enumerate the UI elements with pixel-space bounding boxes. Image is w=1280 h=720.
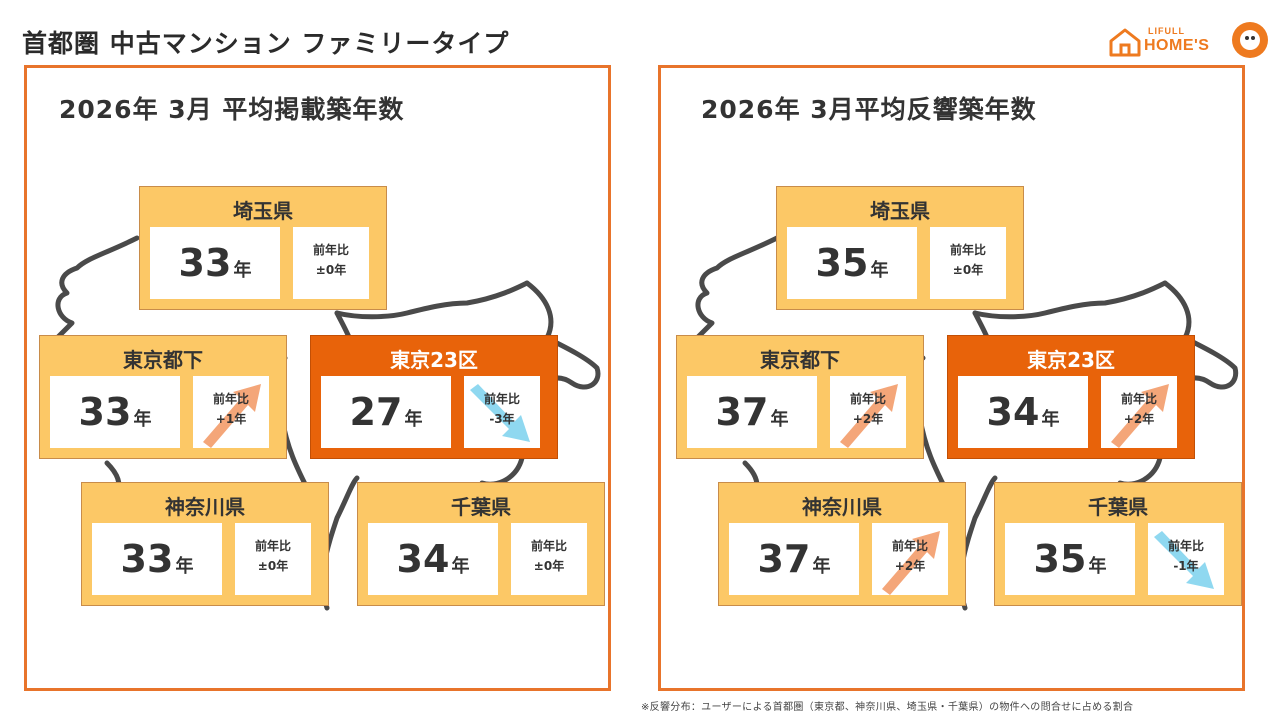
- value-unit: 年: [1088, 556, 1107, 577]
- change-label: 前年比: [530, 539, 567, 553]
- value-box: 37 年: [729, 523, 859, 595]
- house-icon: [1109, 28, 1141, 57]
- value-box: 33 年: [150, 227, 280, 299]
- panel-response-age: 2026年 3月平均反響築年数 埼玉県 35 年 前年比 ±0年 東京都下 37 年…: [658, 65, 1245, 691]
- panel-title: 2026年 3月平均反響築年数: [701, 95, 1037, 124]
- change-box: 前年比 ±0年: [235, 523, 311, 595]
- card-chiba: 千葉県 34 年 前年比 ±0年: [357, 482, 605, 606]
- value-unit: 年: [870, 260, 889, 281]
- value-unit: 年: [133, 409, 152, 430]
- card-kanagawa: 神奈川県 37 年 前年比 +2年: [718, 482, 966, 606]
- card-saitama: 埼玉県 33 年 前年比 ±0年: [139, 186, 387, 310]
- value-box: 34 年: [958, 376, 1088, 448]
- change-box: 前年比 -1年: [1148, 523, 1224, 595]
- card-name: 神奈川県: [802, 495, 882, 519]
- value-number: 33: [120, 537, 174, 581]
- change-value: +2年: [852, 412, 884, 426]
- card-name: 埼玉県: [233, 199, 293, 223]
- change-value: ±0年: [315, 263, 347, 277]
- value-unit: 年: [451, 556, 470, 577]
- change-label: 前年比: [849, 392, 886, 406]
- card-tokyo-23ku: 東京23区 27 年 前年比 -3年: [310, 335, 558, 459]
- value-box: 33 年: [50, 376, 180, 448]
- change-value: ±0年: [533, 559, 565, 573]
- card-name: 東京23区: [1027, 348, 1115, 372]
- page-title: 首都圏 中古マンション ファミリータイプ: [22, 29, 510, 58]
- arrow-down-icon: [470, 384, 530, 442]
- panel-title: 2026年 3月 平均掲載築年数: [59, 95, 405, 124]
- change-label: 前年比: [949, 243, 986, 257]
- footnote: ※反響分布：ユーザーによる首都圏（東京都、神奈川県、埼玉県・千葉県）の物件への問…: [641, 702, 1134, 713]
- change-box: 前年比 +2年: [1101, 376, 1177, 448]
- change-value: ±0年: [257, 559, 289, 573]
- value-number: 33: [178, 241, 232, 285]
- card-name: 東京23区: [390, 348, 478, 372]
- card-chiba: 千葉県 35 年 前年比 -1年: [994, 482, 1242, 606]
- change-box: 前年比 ±0年: [930, 227, 1006, 299]
- value-unit: 年: [175, 556, 194, 577]
- arrow-up-icon: [203, 384, 261, 448]
- value-number: 27: [349, 390, 403, 434]
- change-label: 前年比: [483, 392, 520, 406]
- value-unit: 年: [404, 409, 423, 430]
- value-box: 34 年: [368, 523, 498, 595]
- arrow-up-icon: [882, 531, 940, 595]
- arrow-up-icon: [1111, 384, 1169, 448]
- change-box: 前年比 +2年: [830, 376, 906, 448]
- logo-text-big: HOME'S: [1144, 37, 1210, 54]
- value-number: 33: [78, 390, 132, 434]
- change-label: 前年比: [254, 539, 291, 553]
- card-saitama: 埼玉県 35 年 前年比 ±0年: [776, 186, 1024, 310]
- value-box: 35 年: [1005, 523, 1135, 595]
- card-tokyo-tama: 東京都下 37 年 前年比 +2年: [676, 335, 924, 459]
- logo-text-small: LIFULL: [1148, 26, 1185, 36]
- mascot-icon: [1232, 22, 1268, 58]
- card-name: 埼玉県: [870, 199, 930, 223]
- change-box: 前年比 +1年: [193, 376, 269, 448]
- change-value: -3年: [489, 412, 515, 426]
- value-unit: 年: [1041, 409, 1060, 430]
- change-box: 前年比 ±0年: [511, 523, 587, 595]
- change-box: 前年比 ±0年: [293, 227, 369, 299]
- value-number: 37: [715, 390, 769, 434]
- value-box: 35 年: [787, 227, 917, 299]
- value-number: 34: [396, 537, 450, 581]
- card-name: 千葉県: [451, 495, 511, 519]
- card-name: 東京都下: [760, 348, 840, 372]
- card-tokyo-23ku: 東京23区 34 年 前年比 +2年: [947, 335, 1195, 459]
- value-box: 37 年: [687, 376, 817, 448]
- card-name: 千葉県: [1088, 495, 1148, 519]
- value-number: 37: [757, 537, 811, 581]
- change-label: 前年比: [312, 243, 349, 257]
- arrow-up-icon: [840, 384, 898, 448]
- change-value: +1年: [215, 412, 247, 426]
- card-name: 東京都下: [123, 348, 203, 372]
- card-kanagawa: 神奈川県 33 年 前年比 ±0年: [81, 482, 329, 606]
- arrow-down-icon: [1154, 531, 1214, 589]
- value-box: 27 年: [321, 376, 451, 448]
- value-box: 33 年: [92, 523, 222, 595]
- value-unit: 年: [233, 260, 252, 281]
- change-label: 前年比: [1120, 392, 1157, 406]
- change-value: ±0年: [952, 263, 984, 277]
- change-label: 前年比: [212, 392, 249, 406]
- change-label: 前年比: [891, 539, 928, 553]
- lifull-homes-logo: LIFULL HOME'S: [1108, 22, 1268, 62]
- panel-listing-age: 2026年 3月 平均掲載築年数 埼玉県 33 年 前年比 ±0年 東京都下 33…: [24, 65, 611, 691]
- change-value: +2年: [1123, 412, 1155, 426]
- change-value: +2年: [894, 559, 926, 573]
- change-value: -1年: [1173, 559, 1199, 573]
- change-label: 前年比: [1167, 539, 1204, 553]
- change-box: 前年比 -3年: [464, 376, 540, 448]
- card-name: 神奈川県: [165, 495, 245, 519]
- value-number: 35: [815, 241, 869, 285]
- change-box: 前年比 +2年: [872, 523, 948, 595]
- value-unit: 年: [770, 409, 789, 430]
- value-unit: 年: [812, 556, 831, 577]
- value-number: 34: [986, 390, 1040, 434]
- value-number: 35: [1033, 537, 1087, 581]
- card-tokyo-tama: 東京都下 33 年 前年比 +1年: [39, 335, 287, 459]
